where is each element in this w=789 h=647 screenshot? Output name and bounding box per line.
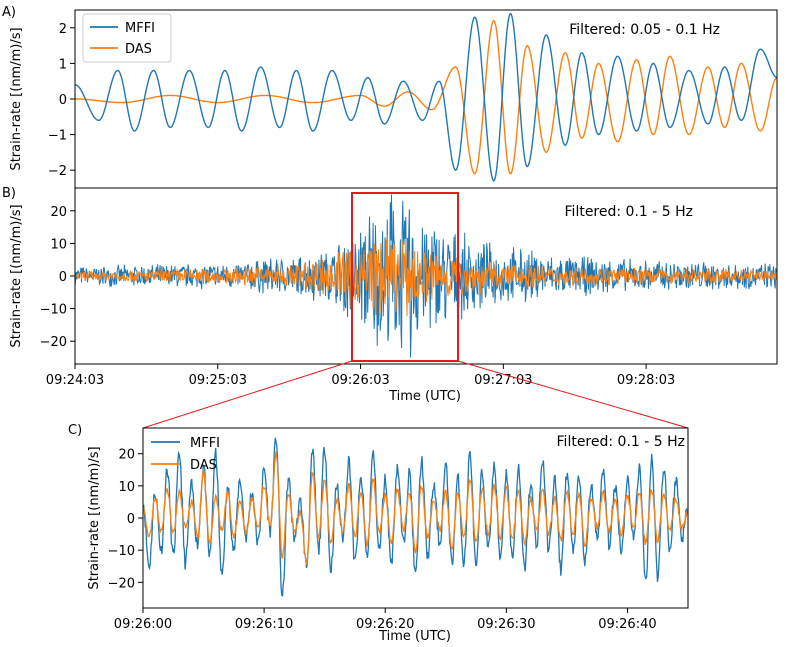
panel-c-xtick-label: 09:26:40 [598,617,656,632]
panel-a-ytick-label: −1 [48,129,67,144]
zoom-connector-right [457,360,689,429]
panel-b-series-das [75,233,777,317]
panel-b-xtick-label: 09:28:03 [617,373,675,388]
panel-label-a: A) [2,5,16,20]
panel-b-ytick-label: 20 [50,205,67,220]
panel-b: −20 −10 0 10 20 09:24:03 09:25:03 09:26:03 09:2… [9,187,778,404]
panel-label-b: B) [2,186,16,201]
panel-c: −20 −10 0 10 20 09:26:00 09:26:10 09:26:20 09:2… [87,427,689,644]
panel-b-annotation: Filtered: 0.1 - 5 Hz [565,204,693,220]
zoom-connector-left [142,360,353,429]
panel-c-xtick-label: 09:26:00 [114,617,172,632]
panel-a-ytick-label: −2 [48,164,67,179]
panel-a: −2 −1 0 1 2 Filtered: 0.05 - 0.1 Hz Strain-r… [9,9,778,189]
panel-label-c: C) [68,423,82,438]
legend-mffi-label: MFFI [190,436,220,451]
panel-c-xtick-label: 09:26:10 [235,617,293,632]
panel-b-ytick-label: −20 [40,335,67,350]
panel-a-annotation: Filtered: 0.05 - 0.1 Hz [569,22,720,38]
panel-a-series-das [75,19,777,175]
panel-b-xlabel: Time (UTC) [388,389,461,404]
panel-a-legend: MFFI DAS [82,13,172,63]
panel-c-legend: MFFI DAS [151,436,220,473]
panel-b-ytick-label: 10 [50,237,67,252]
zoom-window-box [351,192,459,362]
panel-c-xtick-label: 09:26:20 [356,617,414,632]
panel-c-series-mffi [143,437,688,597]
panel-b-ytick-label: 0 [59,270,67,285]
panel-c-annotation: Filtered: 0.1 - 5 Hz [557,434,685,450]
panel-b-xtick-label: 09:24:03 [46,373,104,388]
panel-c-ytick-label: 10 [118,480,135,495]
panel-a-ylabel: Strain-rate [(nm/m)/s] [9,27,24,170]
panel-a-ytick-label: 1 [59,57,67,72]
panel-c-ytick-label: 20 [118,448,135,463]
panel-b-ylabel: Strain-rate [(nm/m)/s] [9,204,24,347]
panel-c-ytick-label: −10 [108,544,135,559]
panel-b-xtick-label: 09:26:03 [331,373,389,388]
legend-das-label: DAS [190,458,217,473]
panel-b-xtick-label: 09:25:03 [189,373,247,388]
panel-c-series-das [143,451,688,566]
panel-c-xlabel: Time (UTC) [378,629,451,644]
panel-c-ytick-label: 0 [127,512,135,527]
panel-b-ytick-label: −10 [40,303,67,318]
panel-c-ytick-label: −20 [108,576,135,591]
panel-b-xtick-label: 09:27:03 [474,373,532,388]
panel-a-ytick-label: 0 [59,93,67,108]
panel-c-xtick-label: 09:26:30 [477,617,535,632]
legend-das-label: DAS [125,42,152,57]
panel-c-ylabel: Strain-rate [(nm/m)/s] [87,446,102,589]
panel-a-series-mffi [75,13,777,183]
legend-mffi-label: MFFI [125,21,155,36]
panel-a-ytick-label: 2 [59,22,67,37]
